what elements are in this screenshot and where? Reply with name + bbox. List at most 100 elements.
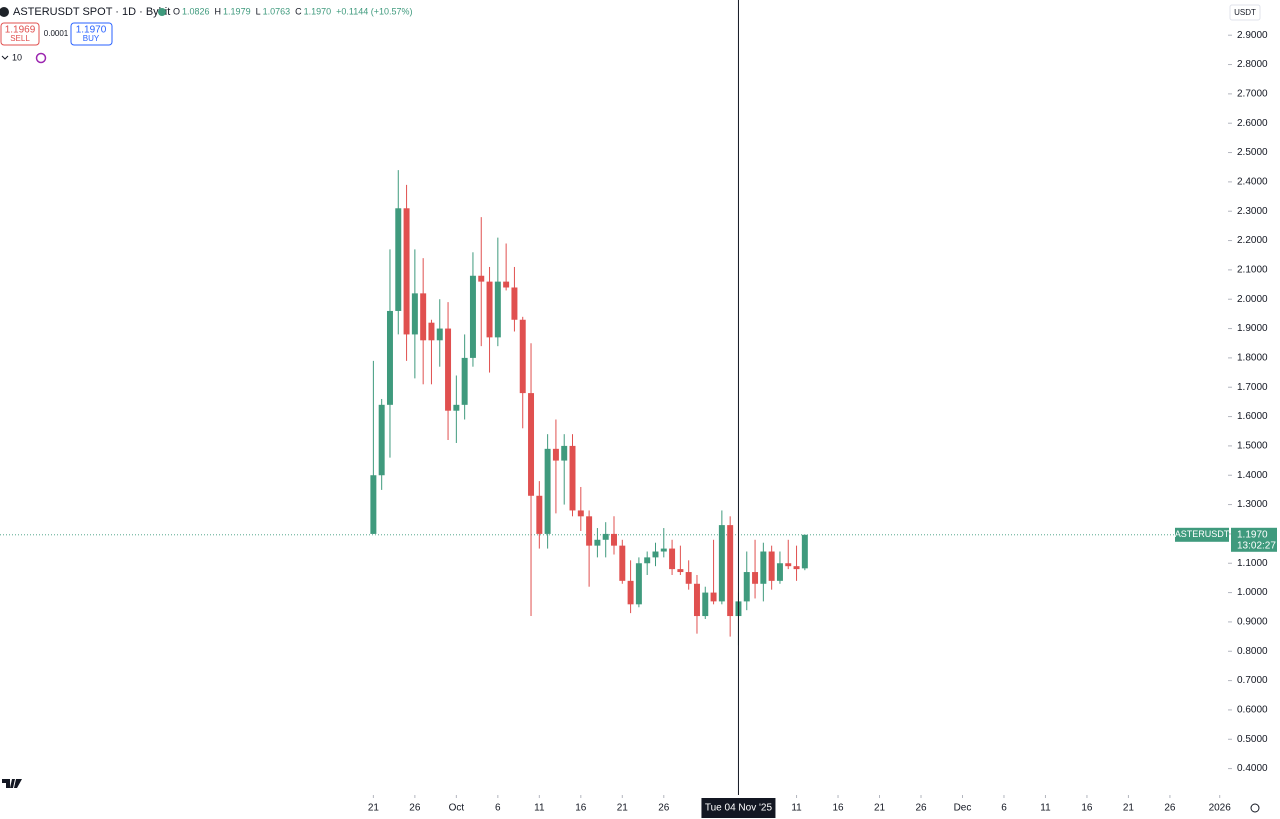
collapse-icon[interactable] <box>1 55 9 60</box>
symbol-label-box <box>1175 527 1229 542</box>
candle-body <box>561 445 568 461</box>
y-tick-label: 0.6000 <box>1237 705 1268 716</box>
x-tick-label: Dec <box>954 803 972 814</box>
x-tick-label: 21 <box>617 803 629 814</box>
candle-body <box>619 545 626 581</box>
crosshair-label: Tue 04 Nov '25 <box>705 803 773 814</box>
y-tick-label: 1.9000 <box>1237 323 1268 334</box>
candle-body <box>420 293 427 341</box>
x-tick-label: 16 <box>832 803 844 814</box>
candle-body <box>577 510 584 517</box>
symbol-title[interactable]: ASTERUSDT SPOT · 1D · Bybit <box>13 6 170 18</box>
crosshair-label-box <box>701 798 776 818</box>
x-tick-label: 6 <box>495 803 501 814</box>
candle-body <box>801 534 808 569</box>
candle-body <box>635 563 642 605</box>
y-tick-label: 2.0000 <box>1237 294 1268 305</box>
candle-body <box>436 328 443 341</box>
candle-body <box>461 357 468 405</box>
y-tick-label: 1.6000 <box>1237 411 1268 422</box>
candle-body <box>768 551 775 581</box>
x-tick-label: 21 <box>368 803 380 814</box>
ohlc-key: C <box>295 6 302 16</box>
candle-body <box>760 551 767 584</box>
candle-body <box>627 580 634 605</box>
symbol-icon <box>0 7 9 17</box>
candle-body <box>411 293 418 335</box>
candle-body <box>536 495 543 534</box>
price-label-box <box>1231 527 1277 552</box>
refresh-icon[interactable] <box>35 52 47 64</box>
x-tick-label: 26 <box>409 803 421 814</box>
change: +0.1144 (+10.57%) <box>336 6 412 16</box>
y-tick-label: 1.5000 <box>1237 441 1268 452</box>
candle-body <box>395 208 402 311</box>
candle-body <box>785 563 792 567</box>
candle-body <box>718 525 725 602</box>
y-tick-label: 0.5000 <box>1237 734 1268 745</box>
candle-body <box>544 448 551 534</box>
candle-body <box>727 525 734 617</box>
candle-body <box>594 539 601 546</box>
candle-body <box>644 557 651 564</box>
candle-body <box>669 548 676 570</box>
x-tick-label: 26 <box>915 803 927 814</box>
y-tick-label: 2.6000 <box>1237 118 1268 129</box>
price-label: 1.1970 <box>1237 529 1268 540</box>
currency: USDT <box>1234 8 1256 17</box>
y-tick-label: 0.8000 <box>1237 646 1268 657</box>
buy-label: BUY <box>83 34 100 43</box>
ohlc-value: 1.1970 <box>304 6 332 16</box>
y-tick-label: 1.4000 <box>1237 470 1268 481</box>
y-tick-label: 1.1000 <box>1237 558 1268 569</box>
candle-body <box>652 551 659 558</box>
y-tick-label: 1.7000 <box>1237 382 1268 393</box>
candle-body <box>511 287 518 320</box>
spread: 0.0001 <box>44 29 69 38</box>
y-tick-label: 2.7000 <box>1237 89 1268 100</box>
candle-body <box>611 533 617 546</box>
sell-button[interactable] <box>0 22 40 46</box>
candle-body <box>743 572 750 602</box>
y-tick-label: 2.4000 <box>1237 177 1268 188</box>
candle-body <box>386 310 393 405</box>
y-tick-label: 1.3000 <box>1237 499 1268 510</box>
candle-body <box>486 281 493 338</box>
x-tick-label: 11 <box>791 803 802 814</box>
sell-label: SELL <box>10 34 30 43</box>
y-tick-label: 2.1000 <box>1237 265 1268 276</box>
y-tick-label: 2.3000 <box>1237 206 1268 217</box>
ohlc-value: 1.1979 <box>223 6 251 16</box>
market-status <box>158 8 166 16</box>
candle-body <box>519 319 526 394</box>
y-tick-label: 0.7000 <box>1237 675 1268 686</box>
currency-box[interactable] <box>1229 4 1261 21</box>
candle-body <box>378 404 385 476</box>
candle-body <box>528 393 535 496</box>
logo[interactable] <box>2 779 22 788</box>
y-tick-label: 2.5000 <box>1237 147 1268 158</box>
candle-body <box>752 572 759 584</box>
candle-body <box>793 566 800 570</box>
ohlc-value: 1.0826 <box>182 6 210 16</box>
symbol-label: ASTERUSDT <box>1175 529 1230 539</box>
candle-body <box>503 281 510 288</box>
x-tick-label: Oct <box>449 803 465 814</box>
candle-body <box>469 275 476 358</box>
settings-icon[interactable] <box>1250 803 1260 813</box>
y-tick-label: 2.8000 <box>1237 59 1268 70</box>
candle-body <box>453 404 460 411</box>
x-tick-label: 11 <box>1040 803 1051 814</box>
y-tick-label: 0.9000 <box>1237 617 1268 628</box>
buy-button[interactable] <box>70 22 113 46</box>
candle-body <box>586 516 593 546</box>
candle-body <box>478 275 485 282</box>
candle-body <box>403 208 410 335</box>
candle-body <box>569 445 576 511</box>
ohlc-value: 1.0763 <box>263 6 291 16</box>
ohlc-key: H <box>215 6 222 16</box>
